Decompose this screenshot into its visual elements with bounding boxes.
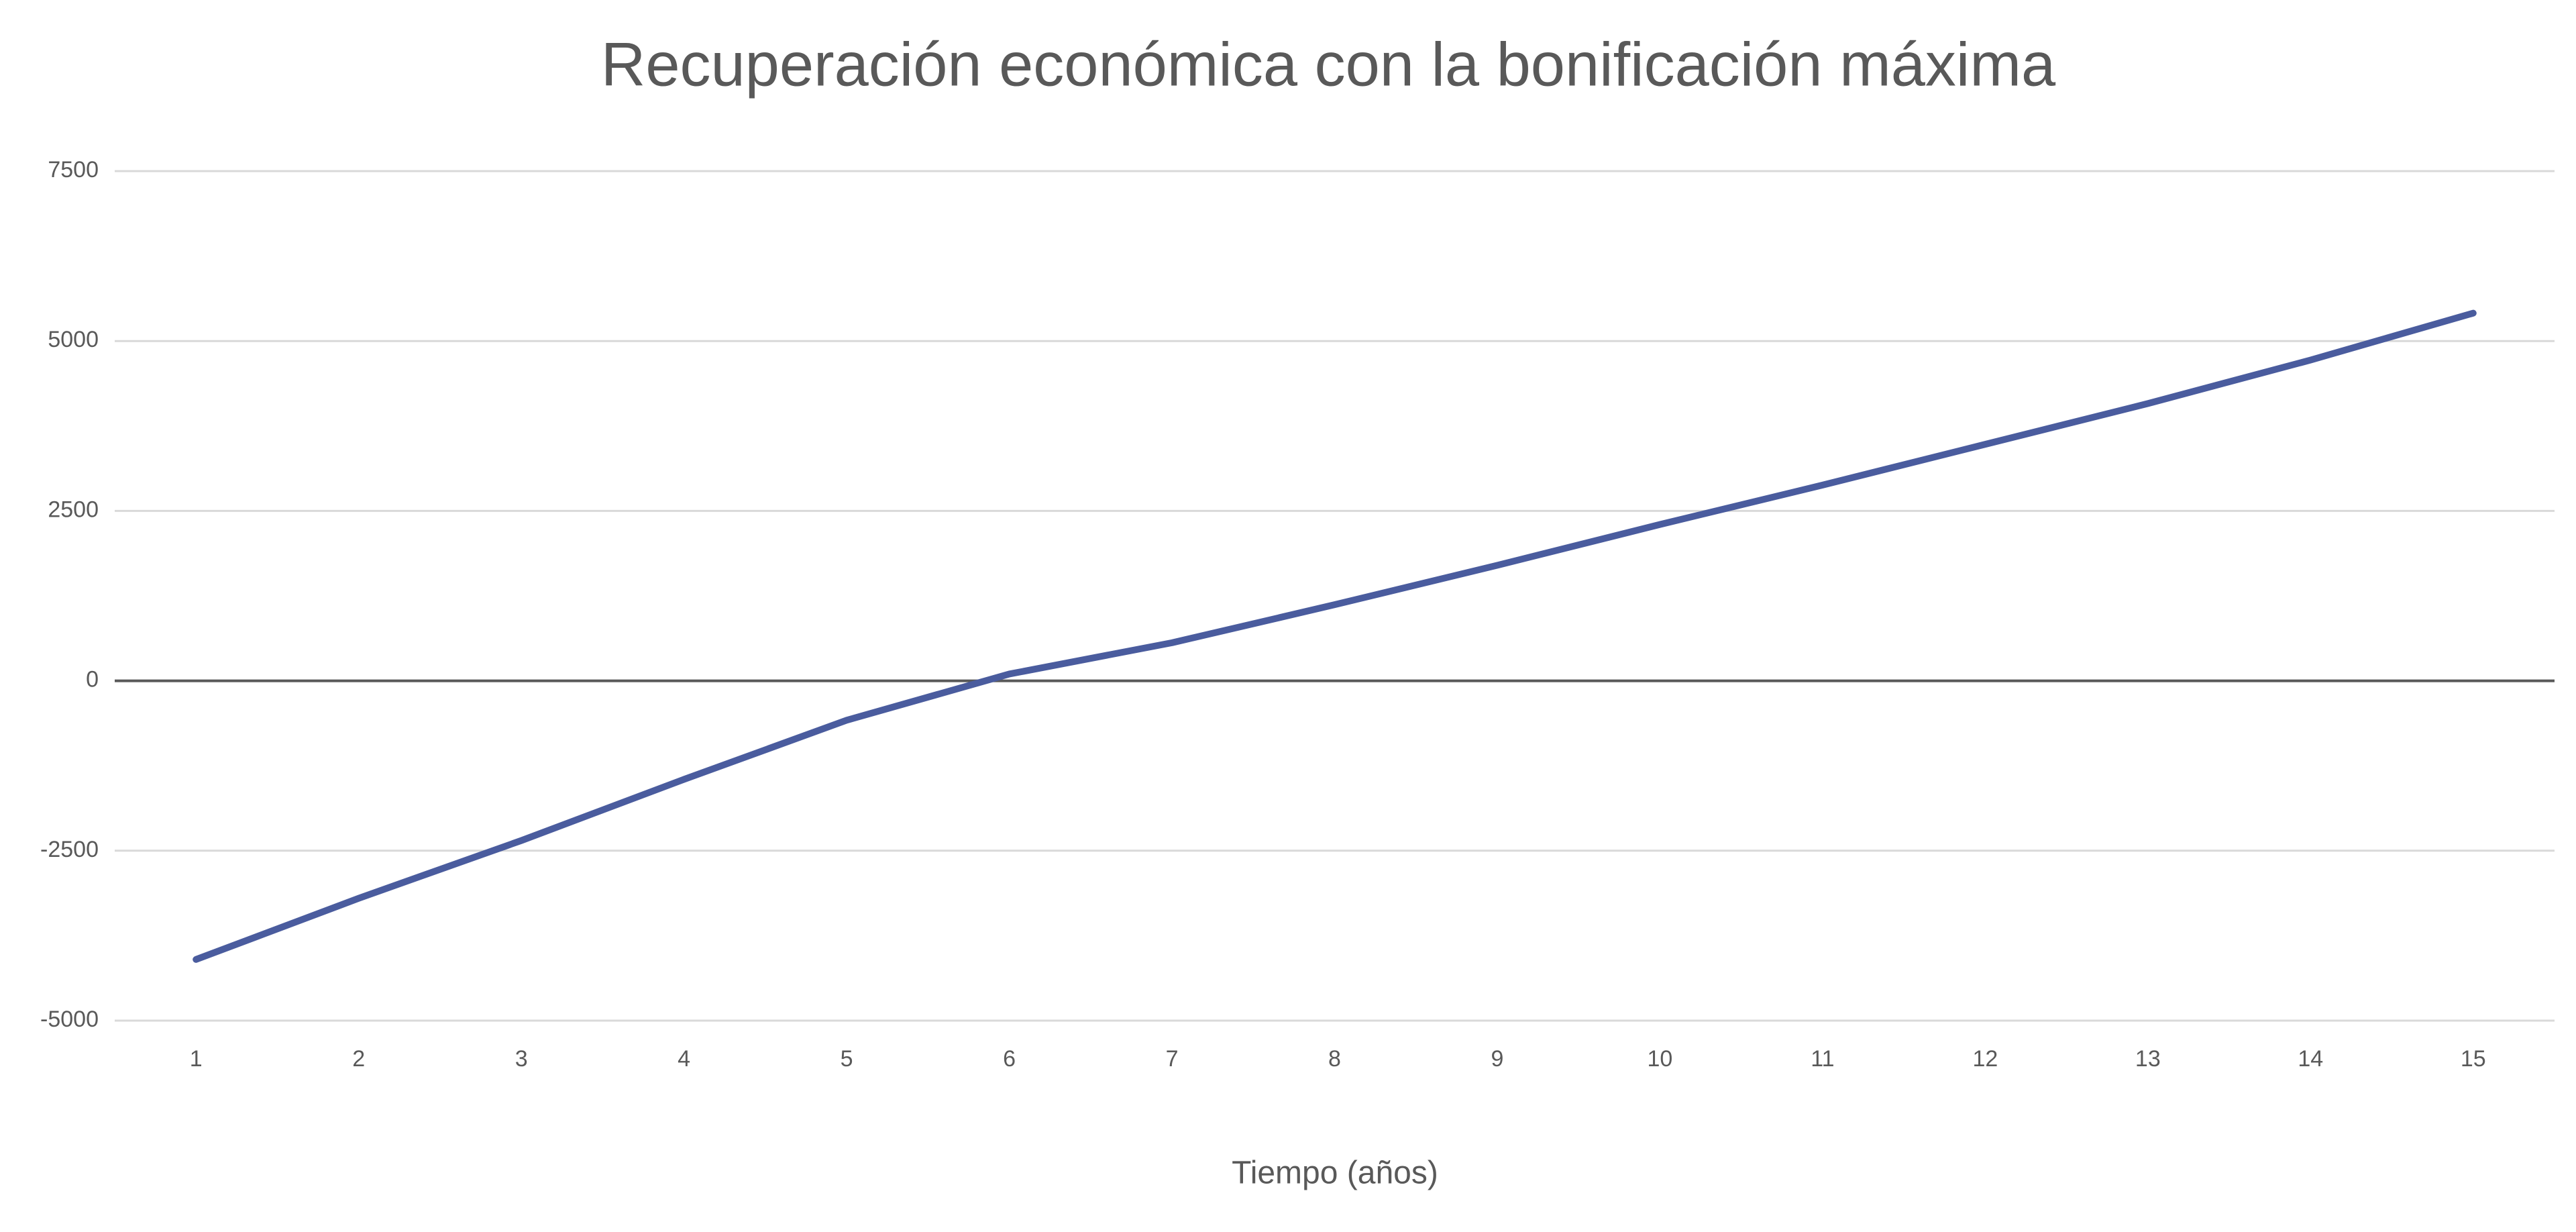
y-tick-label: 2500 xyxy=(48,497,99,522)
x-tick-label: 14 xyxy=(2298,1046,2323,1072)
y-tick-label: -5000 xyxy=(40,1007,99,1032)
x-tick-label: 3 xyxy=(515,1046,528,1072)
x-axis-title: Tiempo (años) xyxy=(1232,1156,1438,1191)
x-tick-label: 13 xyxy=(2135,1046,2161,1072)
y-tick-label: 7500 xyxy=(48,157,99,183)
data-line xyxy=(193,309,2477,963)
x-tick-label: 11 xyxy=(1811,1046,1834,1072)
x-tick-label: 7 xyxy=(1166,1046,1179,1072)
x-tick-label: 9 xyxy=(1491,1046,1504,1072)
x-tick-label: 8 xyxy=(1328,1046,1341,1072)
x-tick-label: 5 xyxy=(841,1046,853,1072)
y-tick-label: 0 xyxy=(86,667,99,692)
y-tick-label: -2500 xyxy=(40,837,99,862)
x-tick-label: 10 xyxy=(1648,1046,1673,1072)
chart-title: Recuperación económica con la bonificaci… xyxy=(601,30,2056,99)
y-tick-label: 5000 xyxy=(48,327,99,352)
x-tick-label: 6 xyxy=(1003,1046,1016,1072)
x-tick-label: 12 xyxy=(1972,1046,1998,1072)
x-tick-label: 2 xyxy=(352,1046,365,1072)
x-tick-label: 1 xyxy=(190,1046,203,1072)
x-tick-label: 4 xyxy=(678,1046,690,1072)
x-tick-label: 15 xyxy=(2461,1046,2486,1072)
